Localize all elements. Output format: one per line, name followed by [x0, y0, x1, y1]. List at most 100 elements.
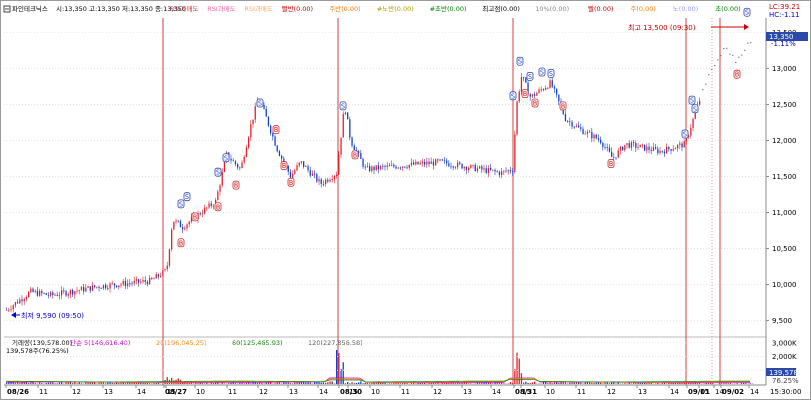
volume-bar — [591, 382, 593, 384]
candle — [435, 159, 437, 166]
buy-signal-marker: B — [214, 202, 222, 212]
header: 파인테크닉스 시:13,350 고:13,350 저:13,350 종:13,3… — [12, 4, 186, 13]
candle — [487, 167, 490, 173]
candle — [375, 165, 377, 171]
volume-bar — [232, 382, 234, 384]
sell-signal-marker: S — [183, 192, 191, 202]
candle — [397, 167, 399, 169]
volume-bar — [663, 382, 666, 384]
signal-box — [214, 202, 222, 212]
volume-bar — [507, 383, 509, 384]
candle — [606, 147, 608, 149]
volume-bar — [241, 382, 243, 384]
candle — [63, 290, 65, 292]
volume-bar — [8, 381, 10, 384]
candle — [430, 161, 432, 164]
candle — [314, 173, 316, 175]
volume-bar — [366, 382, 369, 384]
signal-box — [183, 192, 191, 202]
candle — [318, 179, 320, 182]
candle — [490, 167, 492, 170]
high-annotation: 최고 13,500 (09:30) — [628, 23, 696, 32]
signal-box — [287, 177, 295, 187]
candle — [644, 144, 646, 151]
volume-bar — [441, 383, 443, 384]
x-tick-label: 14 — [319, 388, 328, 396]
candle — [173, 221, 175, 230]
candle — [25, 296, 28, 300]
candle — [692, 118, 694, 129]
candle — [74, 291, 76, 295]
candle — [56, 294, 58, 296]
volume-bar — [245, 383, 248, 384]
candle — [593, 134, 595, 139]
candle — [672, 149, 674, 151]
volume-bar — [743, 382, 745, 384]
candle — [252, 119, 254, 125]
candle — [584, 133, 586, 135]
candle — [239, 167, 241, 169]
x-tick-label: 15 — [167, 388, 176, 396]
volume-bar — [353, 383, 355, 384]
volume-bar — [580, 381, 582, 384]
candle — [437, 159, 439, 161]
y-tick-label: 12,500 — [772, 101, 797, 109]
volume-bar — [113, 383, 116, 384]
volume-bar — [705, 383, 707, 384]
volume-legend-item: 120(227,856.58) — [308, 339, 363, 347]
candle — [342, 114, 344, 138]
session-lines — [162, 18, 721, 385]
volume-bar — [393, 382, 395, 384]
candle — [639, 144, 641, 148]
signal-letter: B — [193, 213, 197, 221]
candle — [50, 292, 52, 296]
candle — [514, 134, 516, 172]
volume-bar — [729, 383, 732, 384]
volume-bar — [157, 382, 160, 384]
candle — [135, 279, 138, 281]
volume-bar — [498, 381, 501, 384]
volume-bar — [274, 383, 276, 384]
volume-bar — [69, 381, 72, 384]
signal-letter: S — [511, 92, 515, 100]
candle — [421, 161, 424, 164]
signal-letter: B — [289, 179, 293, 187]
volume-legend-item: 60(125,465.93) — [232, 339, 283, 347]
candle — [94, 285, 96, 288]
signal-letter: B — [234, 182, 238, 190]
signal-letter: S — [693, 105, 697, 113]
volume-bar — [391, 383, 393, 384]
candle — [272, 133, 274, 137]
volume-bar — [56, 383, 58, 384]
candle — [351, 137, 353, 146]
signal-letter: S — [518, 58, 522, 66]
candle — [208, 203, 210, 208]
ohlc-text: 시:13,350 고:13,350 저:13,350 종:13,350 — [56, 4, 186, 13]
right-lc: LC:39.21 — [769, 3, 800, 11]
x-tick-label: 14 — [715, 388, 724, 396]
candle — [58, 295, 61, 297]
volume-bar — [105, 383, 107, 384]
candle — [72, 290, 74, 295]
indicator-label: 주(0.00) — [630, 5, 656, 13]
volume-bar — [298, 382, 300, 384]
indicator-label: 빨(0.00) — [588, 4, 614, 13]
indicator-label: 최고점(0.00) — [482, 4, 520, 13]
volume-bar — [670, 382, 672, 384]
candle — [175, 220, 177, 222]
candle — [690, 128, 692, 136]
candle — [523, 76, 525, 78]
candle — [395, 166, 397, 169]
volume-bar — [562, 381, 564, 384]
candle — [30, 288, 32, 293]
candle — [177, 220, 179, 222]
candle — [417, 161, 419, 165]
buy-signal-marker: B — [232, 180, 240, 190]
volume-bar — [234, 383, 237, 384]
candle — [512, 171, 514, 173]
candle — [674, 148, 677, 150]
volume-bar — [256, 382, 259, 384]
volume-bar — [76, 383, 78, 384]
volume-bar — [347, 381, 349, 384]
volume-bar — [102, 381, 105, 384]
